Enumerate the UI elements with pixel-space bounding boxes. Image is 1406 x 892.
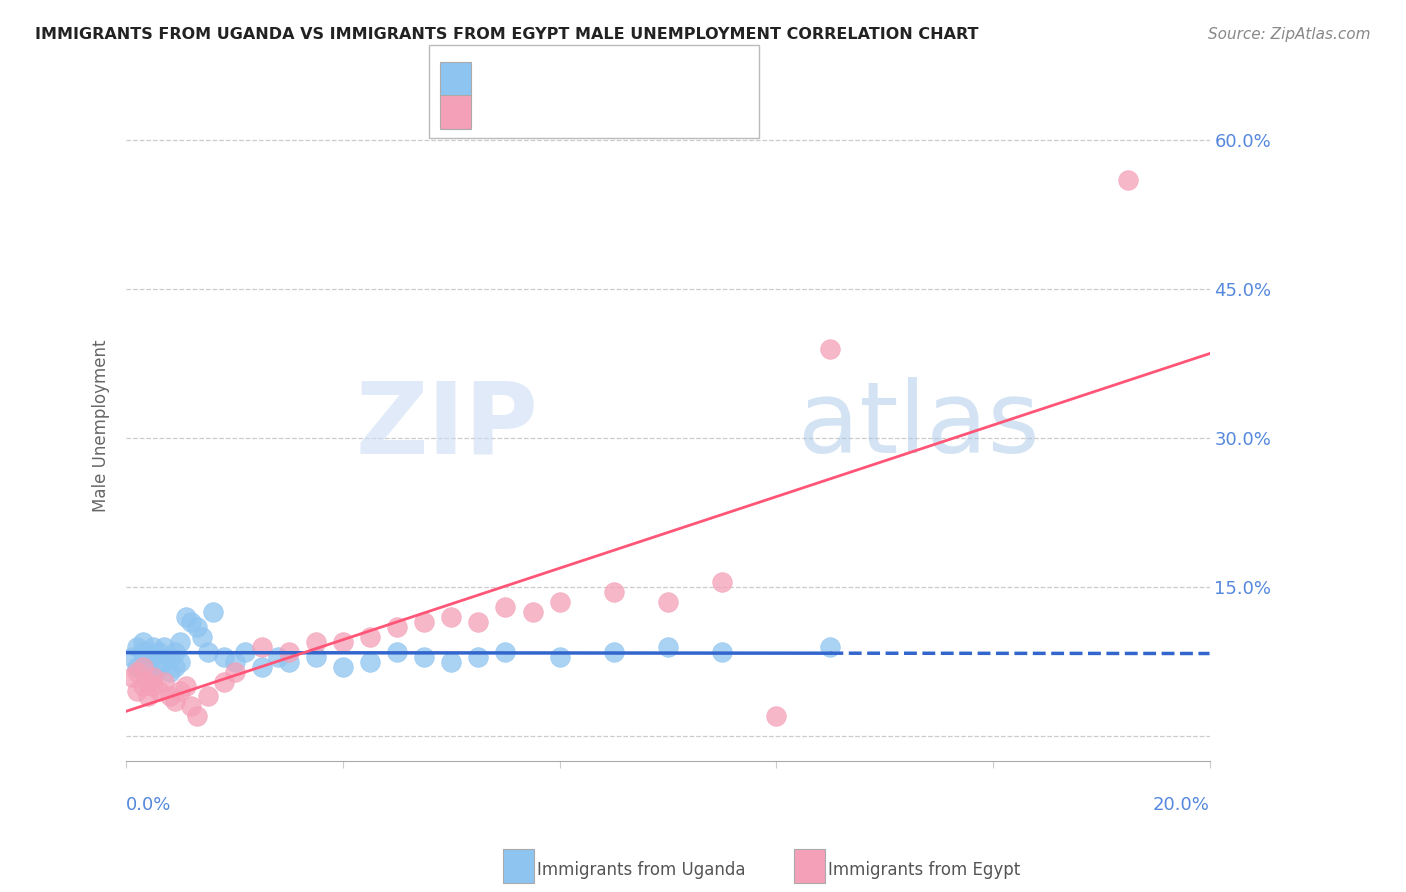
Point <box>440 655 463 669</box>
Point <box>603 645 626 659</box>
Point <box>131 645 153 659</box>
Text: R = 0.776: R = 0.776 <box>481 103 579 120</box>
Point <box>131 635 153 649</box>
Point <box>413 649 436 664</box>
Point <box>127 640 149 654</box>
Point <box>765 709 787 723</box>
Point <box>332 635 354 649</box>
Point <box>159 690 181 704</box>
Point <box>127 659 149 673</box>
Text: IMMIGRANTS FROM UGANDA VS IMMIGRANTS FROM EGYPT MALE UNEMPLOYMENT CORRELATION CH: IMMIGRANTS FROM UGANDA VS IMMIGRANTS FRO… <box>35 27 979 42</box>
Point <box>121 669 143 683</box>
Point <box>136 655 159 669</box>
Point <box>121 649 143 664</box>
Point <box>548 595 571 609</box>
Point <box>711 575 734 590</box>
Point <box>159 665 181 679</box>
Point <box>250 640 273 654</box>
Point <box>174 610 197 624</box>
Point <box>250 659 273 673</box>
Point <box>136 674 159 689</box>
Point <box>711 645 734 659</box>
Point <box>494 645 516 659</box>
Point <box>494 600 516 615</box>
Point <box>359 655 381 669</box>
Point <box>212 674 235 689</box>
Point <box>186 709 208 723</box>
Point <box>467 649 489 664</box>
Point <box>136 690 159 704</box>
Point <box>413 615 436 629</box>
Point <box>153 674 176 689</box>
Point <box>180 699 202 714</box>
Point <box>169 655 191 669</box>
Point <box>136 645 159 659</box>
Point <box>224 665 246 679</box>
Point <box>385 620 408 634</box>
Point <box>174 680 197 694</box>
Point <box>142 649 165 664</box>
Point <box>522 605 544 619</box>
Point <box>235 645 257 659</box>
Point <box>201 605 224 619</box>
Point <box>197 645 219 659</box>
Point <box>163 694 186 708</box>
Point <box>148 659 170 673</box>
Point <box>142 669 165 683</box>
Point <box>267 649 290 664</box>
Text: Source: ZipAtlas.com: Source: ZipAtlas.com <box>1208 27 1371 42</box>
Point <box>1116 173 1139 187</box>
Point <box>148 645 170 659</box>
Point <box>603 585 626 599</box>
Point <box>127 665 149 679</box>
Point <box>385 645 408 659</box>
Point <box>169 635 191 649</box>
Text: N = 38: N = 38 <box>633 103 700 120</box>
Point <box>142 680 165 694</box>
Point <box>224 655 246 669</box>
Point <box>657 595 679 609</box>
Point <box>820 342 842 356</box>
Text: atlas: atlas <box>797 377 1039 475</box>
Point <box>163 659 186 673</box>
Point <box>467 615 489 629</box>
Point <box>131 659 153 673</box>
Text: ZIP: ZIP <box>356 377 538 475</box>
Point <box>127 684 149 698</box>
Point <box>153 640 176 654</box>
Point <box>142 640 165 654</box>
Y-axis label: Male Unemployment: Male Unemployment <box>93 340 110 512</box>
Point <box>277 655 299 669</box>
Point <box>148 684 170 698</box>
Point <box>169 684 191 698</box>
Text: 0.0%: 0.0% <box>127 796 172 814</box>
Point <box>359 630 381 644</box>
Point <box>332 659 354 673</box>
Point <box>440 610 463 624</box>
Point <box>305 635 328 649</box>
Point <box>212 649 235 664</box>
Point <box>142 669 165 683</box>
Text: Immigrants from Uganda: Immigrants from Uganda <box>537 861 745 879</box>
Point <box>657 640 679 654</box>
Point <box>153 655 176 669</box>
Point <box>159 649 181 664</box>
Point <box>305 649 328 664</box>
Point <box>186 620 208 634</box>
Text: Immigrants from Egypt: Immigrants from Egypt <box>828 861 1021 879</box>
Point <box>548 649 571 664</box>
Point <box>820 640 842 654</box>
Text: R = 0.018: R = 0.018 <box>481 70 579 87</box>
Point <box>131 680 153 694</box>
Point <box>163 645 186 659</box>
Point <box>197 690 219 704</box>
Text: 20.0%: 20.0% <box>1153 796 1209 814</box>
Point <box>277 645 299 659</box>
Point <box>180 615 202 629</box>
Text: N = 45: N = 45 <box>633 70 700 87</box>
Point <box>191 630 214 644</box>
